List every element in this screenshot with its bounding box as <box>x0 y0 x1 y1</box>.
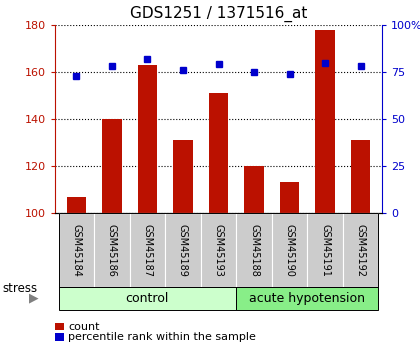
Text: GSM45186: GSM45186 <box>107 224 117 277</box>
Bar <box>244 166 264 213</box>
Text: GSM45192: GSM45192 <box>356 224 366 277</box>
Text: GSM45189: GSM45189 <box>178 224 188 277</box>
Text: count: count <box>68 322 100 332</box>
Title: GDS1251 / 1371516_at: GDS1251 / 1371516_at <box>130 6 307 22</box>
Bar <box>138 65 157 213</box>
Bar <box>66 197 86 213</box>
Text: control: control <box>126 292 169 305</box>
Bar <box>315 30 335 213</box>
Text: ▶: ▶ <box>29 292 38 305</box>
Bar <box>209 93 228 213</box>
Text: GSM45187: GSM45187 <box>142 224 152 277</box>
Bar <box>173 140 193 213</box>
Text: GSM45191: GSM45191 <box>320 224 330 277</box>
Text: GSM45190: GSM45190 <box>285 224 294 277</box>
Text: stress: stress <box>2 282 37 295</box>
Text: GSM45184: GSM45184 <box>71 224 81 277</box>
Text: acute hypotension: acute hypotension <box>249 292 365 305</box>
Text: GSM45188: GSM45188 <box>249 224 259 277</box>
Bar <box>102 119 122 213</box>
Bar <box>280 183 299 213</box>
Text: percentile rank within the sample: percentile rank within the sample <box>68 332 256 342</box>
Bar <box>351 140 370 213</box>
Text: GSM45193: GSM45193 <box>213 224 223 277</box>
